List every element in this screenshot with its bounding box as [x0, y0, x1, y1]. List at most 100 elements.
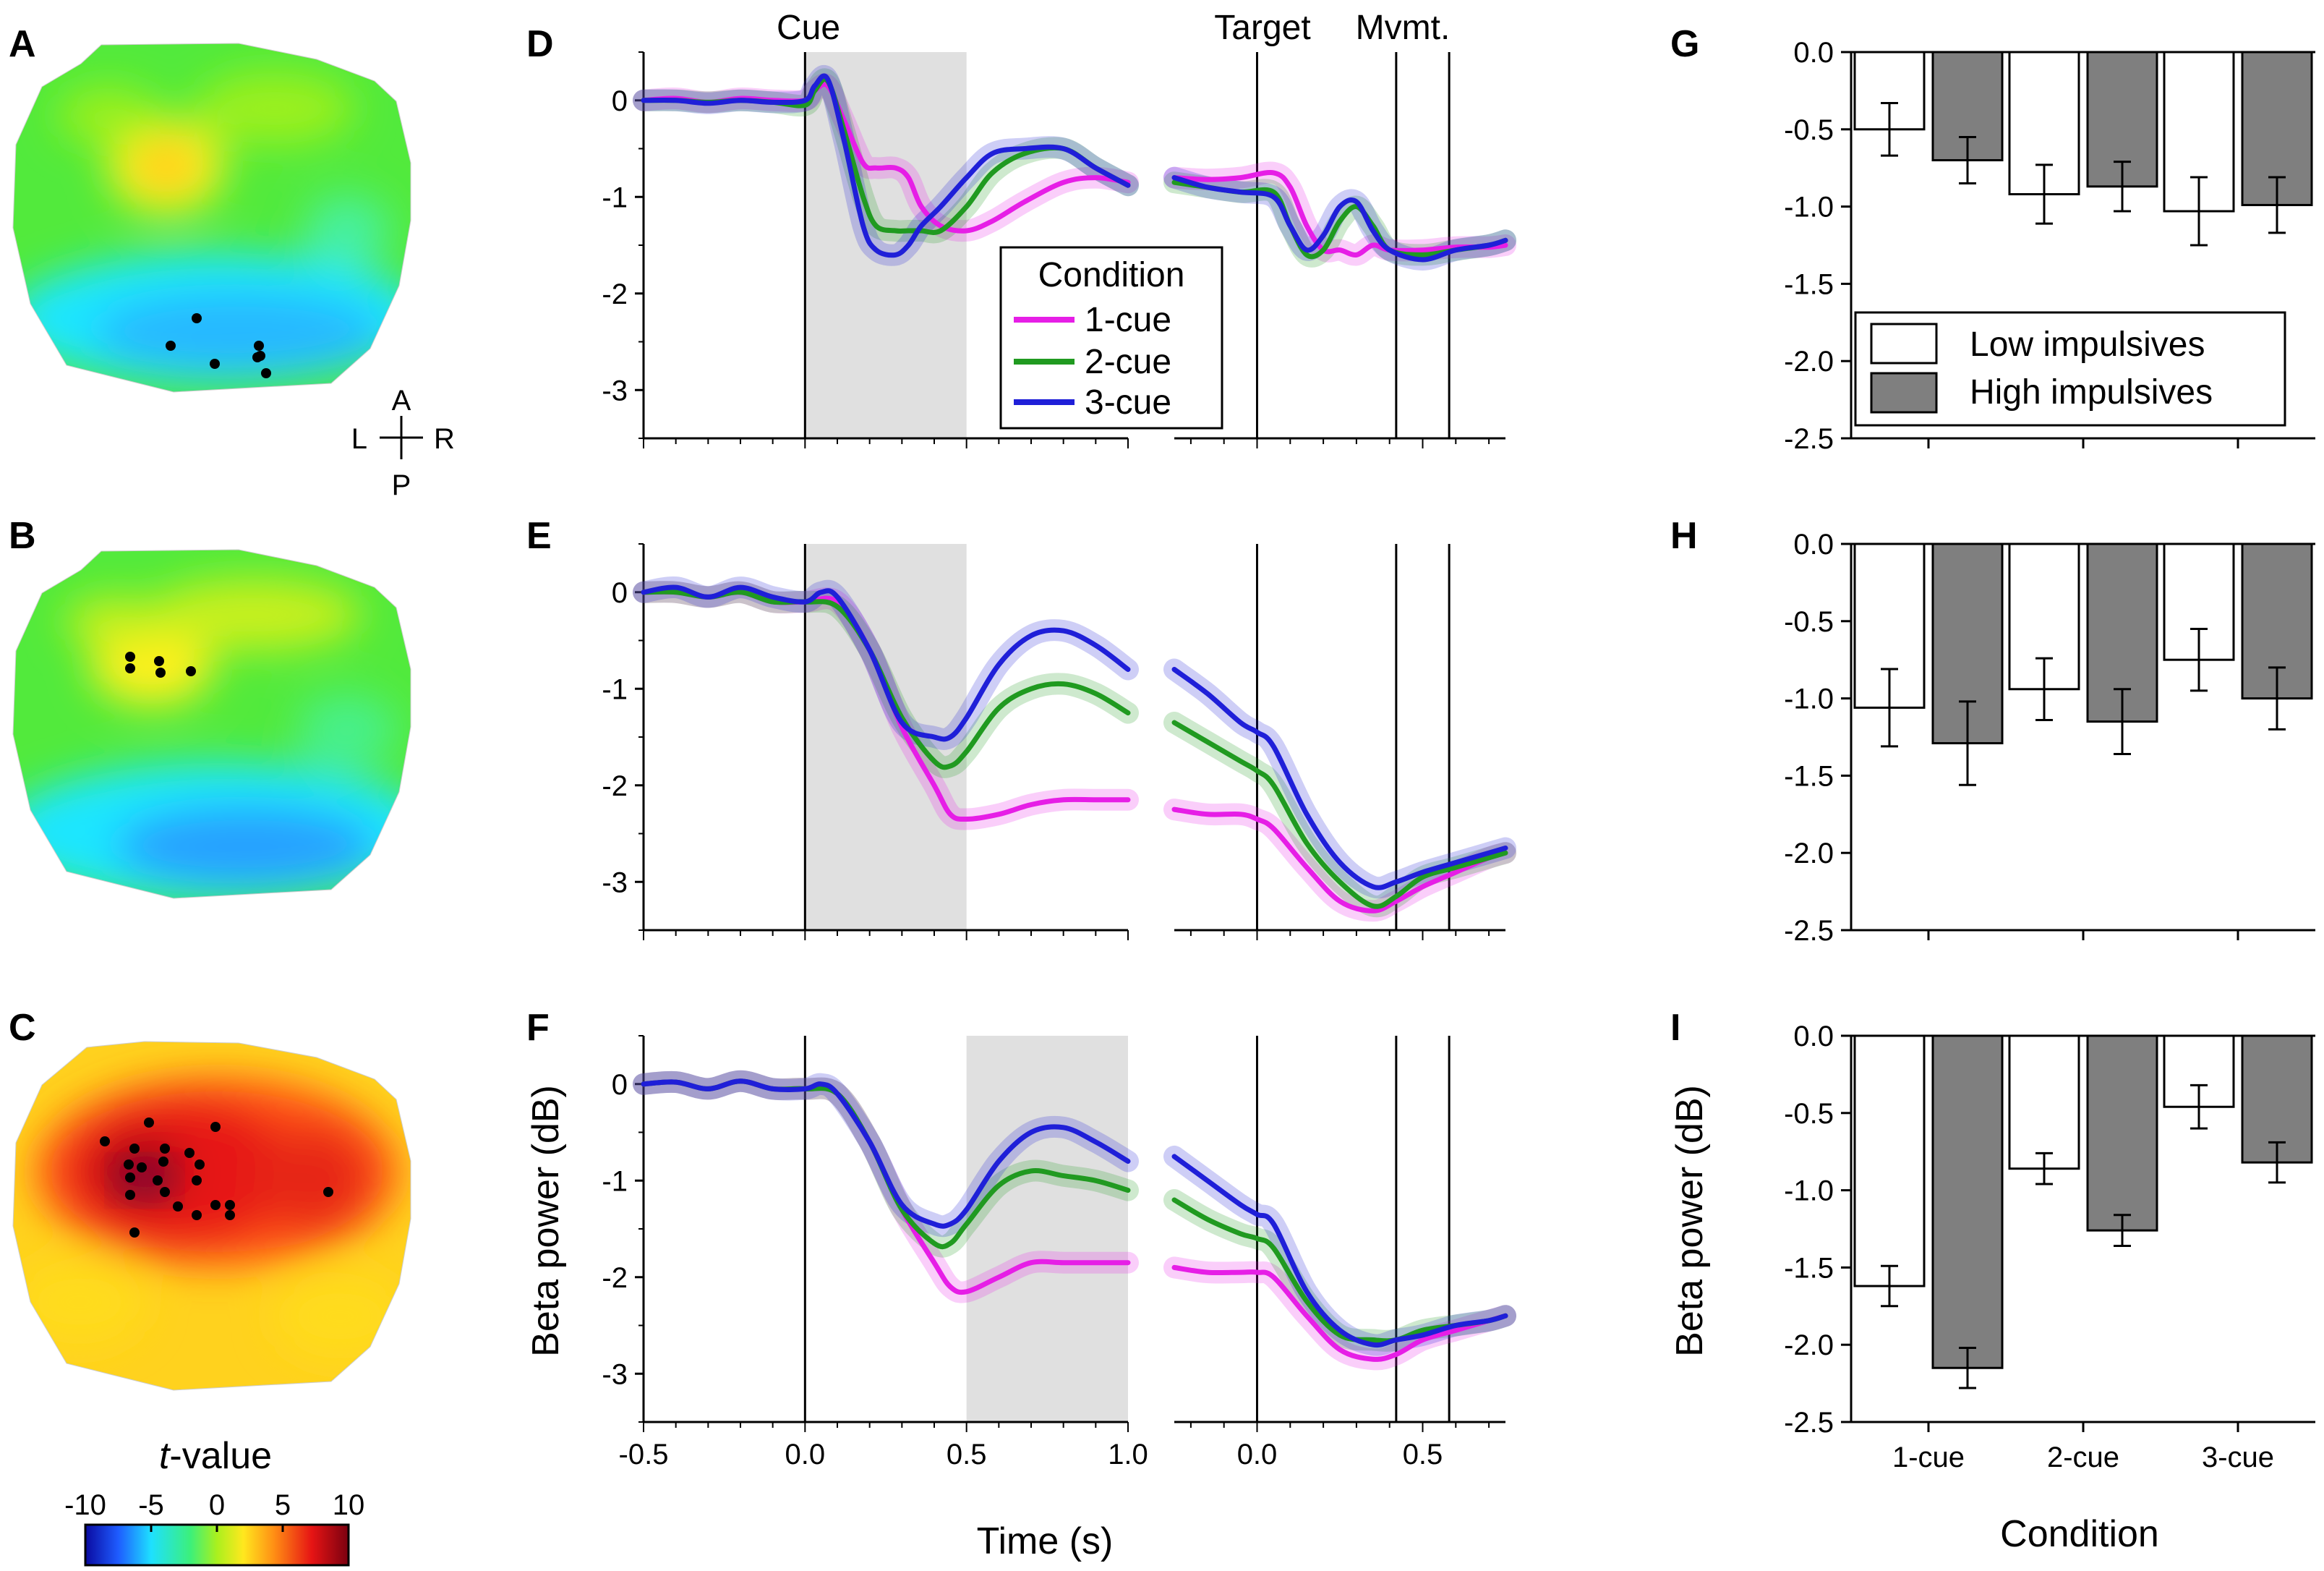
event-label-target: Target	[1214, 9, 1310, 47]
y-tick-label: -2	[602, 1262, 628, 1294]
timecourse-panel-e: 0 -1 -2 -3	[602, 543, 1516, 940]
topomap-a	[13, 43, 411, 392]
beta-ylabel-bars: Beta power (dB)	[1669, 1085, 1711, 1357]
panel-label-a: A	[9, 23, 36, 65]
event-label-mvmt: Mvmt.	[1356, 9, 1451, 47]
cue-window-shade	[805, 52, 967, 438]
bar-high-2-cue	[2086, 1034, 2158, 1232]
y-tick-label: -2.5	[1784, 1407, 1834, 1439]
legend-item-3-cue: 3-cue	[1085, 383, 1171, 422]
x-tick-label: 3-cue	[2202, 1442, 2274, 1473]
y-tick-label: -3	[602, 867, 628, 898]
x-tick-label-cue: 0.0	[785, 1439, 826, 1470]
y-tick-label: -0.5	[1784, 1098, 1834, 1130]
y-tick-label: -2	[602, 278, 628, 310]
x-tick-label-cue: 0.5	[947, 1439, 987, 1470]
panel-label-f: F	[526, 1007, 550, 1049]
x-tick-label-cue: -0.5	[619, 1439, 669, 1470]
series-line-2-cue-target	[1171, 720, 1508, 909]
timecourse-panel-f: 0 -1 -2 -3 -0.5 0.0 0.5 1.0 0.0 0.5	[602, 1035, 1516, 1470]
panel-label-d: D	[526, 23, 554, 65]
y-tick-label: -1.0	[1784, 192, 1834, 223]
event-label-cue: Cue	[777, 9, 840, 47]
y-tick-label: 0	[612, 85, 628, 117]
orient-l: L	[351, 423, 367, 455]
legend-item-high: High impulsives	[1970, 373, 2213, 412]
y-tick-label: 0.0	[1793, 1021, 1834, 1052]
bar-low-2-cue	[2008, 1034, 2080, 1170]
series-line-3-cue-cue	[641, 1078, 1131, 1229]
orientation-cross: A P L R	[351, 385, 455, 501]
y-tick-label: -1	[602, 673, 628, 705]
y-tick-label: -0.5	[1784, 606, 1834, 638]
series-line-1-cue-target	[1171, 169, 1508, 257]
time-xlabel: Time (s)	[977, 1520, 1114, 1562]
y-tick-label: -1.5	[1784, 760, 1834, 792]
colorbar: t-value -10 -5 0 5 10	[64, 1435, 364, 1567]
bar-high-2-cue	[2086, 542, 2158, 723]
y-tick-label: 0	[612, 1069, 628, 1101]
y-tick-label: -1	[602, 1165, 628, 1197]
electrodes-a	[166, 313, 271, 378]
y-tick-label: -2.0	[1784, 838, 1834, 869]
y-tick-label: -2.5	[1784, 915, 1834, 947]
panel-label-e: E	[526, 515, 552, 557]
y-tick-label: -1.0	[1784, 1175, 1834, 1207]
electrodes-b	[125, 652, 196, 678]
condition-xlabel: Condition	[2000, 1513, 2159, 1555]
ci-band-3-cue-target	[1163, 1145, 1516, 1356]
y-tick-label: 0.0	[1793, 37, 1834, 69]
colorbar-tick-label: -10	[64, 1489, 106, 1521]
y-tick-label: -3	[602, 1358, 628, 1390]
series-line-1-cue-target	[1171, 1264, 1508, 1362]
x-tick-label: 1-cue	[1892, 1442, 1965, 1473]
condition-legend: Condition 1-cue 2-cue 3-cue	[999, 246, 1223, 430]
series-line-1-cue-target	[1171, 806, 1508, 914]
y-tick-label: -1.5	[1784, 1252, 1834, 1284]
y-tick-label: -1	[602, 182, 628, 213]
electrodes-c	[100, 1117, 333, 1238]
panel-label-b: B	[9, 515, 36, 557]
y-tick-label: -3	[602, 375, 628, 406]
y-tick-label: -2	[602, 770, 628, 802]
y-tick-label: -2.0	[1784, 346, 1834, 378]
series-line-3-cue-target	[1171, 1154, 1508, 1348]
topomap-c	[13, 1042, 411, 1390]
bar-high-1-cue	[1931, 1034, 2004, 1369]
legend-swatch-high	[1870, 372, 1938, 414]
beta-ylabel-timecourse: Beta power (dB)	[525, 1085, 567, 1357]
colorbar-tick-label: 0	[209, 1489, 225, 1521]
panel-label-g: G	[1670, 23, 1699, 65]
y-tick-label: -1.0	[1784, 684, 1834, 715]
bar-panel-h: 0.0 -0.5 -1.0 -1.5 -2.0 -2.5	[1784, 529, 2315, 947]
series-line-3-cue-target	[1171, 667, 1508, 890]
y-tick-label: 0	[612, 577, 628, 609]
cue-window-shade	[966, 1036, 1128, 1422]
y-tick-label: -2.0	[1784, 1329, 1834, 1361]
legend-item-2-cue: 2-cue	[1085, 343, 1171, 381]
legend-swatch-low	[1870, 323, 1938, 365]
colorbar-title: t-value	[159, 1435, 272, 1477]
x-tick-label-target: 0.5	[1403, 1439, 1443, 1470]
orient-r: R	[434, 423, 455, 455]
timecourse-panel-d: 0 -1 -2 -3	[602, 51, 1516, 448]
x-tick-label: 2-cue	[2047, 1442, 2119, 1473]
y-tick-label: -0.5	[1784, 114, 1834, 146]
legend-item-1-cue: 1-cue	[1085, 301, 1171, 339]
bar-panel-g: 0.0 -0.5 -1.0 -1.5 -2.0 -2.5	[1784, 37, 2315, 455]
series-line-3-cue-cue	[641, 73, 1131, 258]
y-tick-label: -2.5	[1784, 423, 1834, 455]
series-line-3-cue-cue	[641, 584, 1131, 742]
panel-label-h: H	[1670, 515, 1698, 557]
colorbar-tick-label: 5	[275, 1489, 291, 1521]
bar-panel-i: 1-cue 2-cue 3-cue 0.0 -0.5 -1.0 -1.5 -2.0 -2.5	[1784, 1021, 2315, 1473]
topomap-b	[13, 550, 411, 898]
y-tick-label: -1.5	[1784, 268, 1834, 300]
orient-p: P	[392, 469, 411, 501]
legend-item-low: Low impulsives	[1970, 325, 2205, 364]
impulsivity-legend: Low impulsives High impulsives	[1854, 311, 2286, 427]
y-tick-label: 0.0	[1793, 529, 1834, 561]
legend-title: Condition	[1038, 256, 1185, 294]
x-tick-label-target: 0.0	[1237, 1439, 1278, 1470]
colorbar-tick-label: -5	[138, 1489, 164, 1521]
